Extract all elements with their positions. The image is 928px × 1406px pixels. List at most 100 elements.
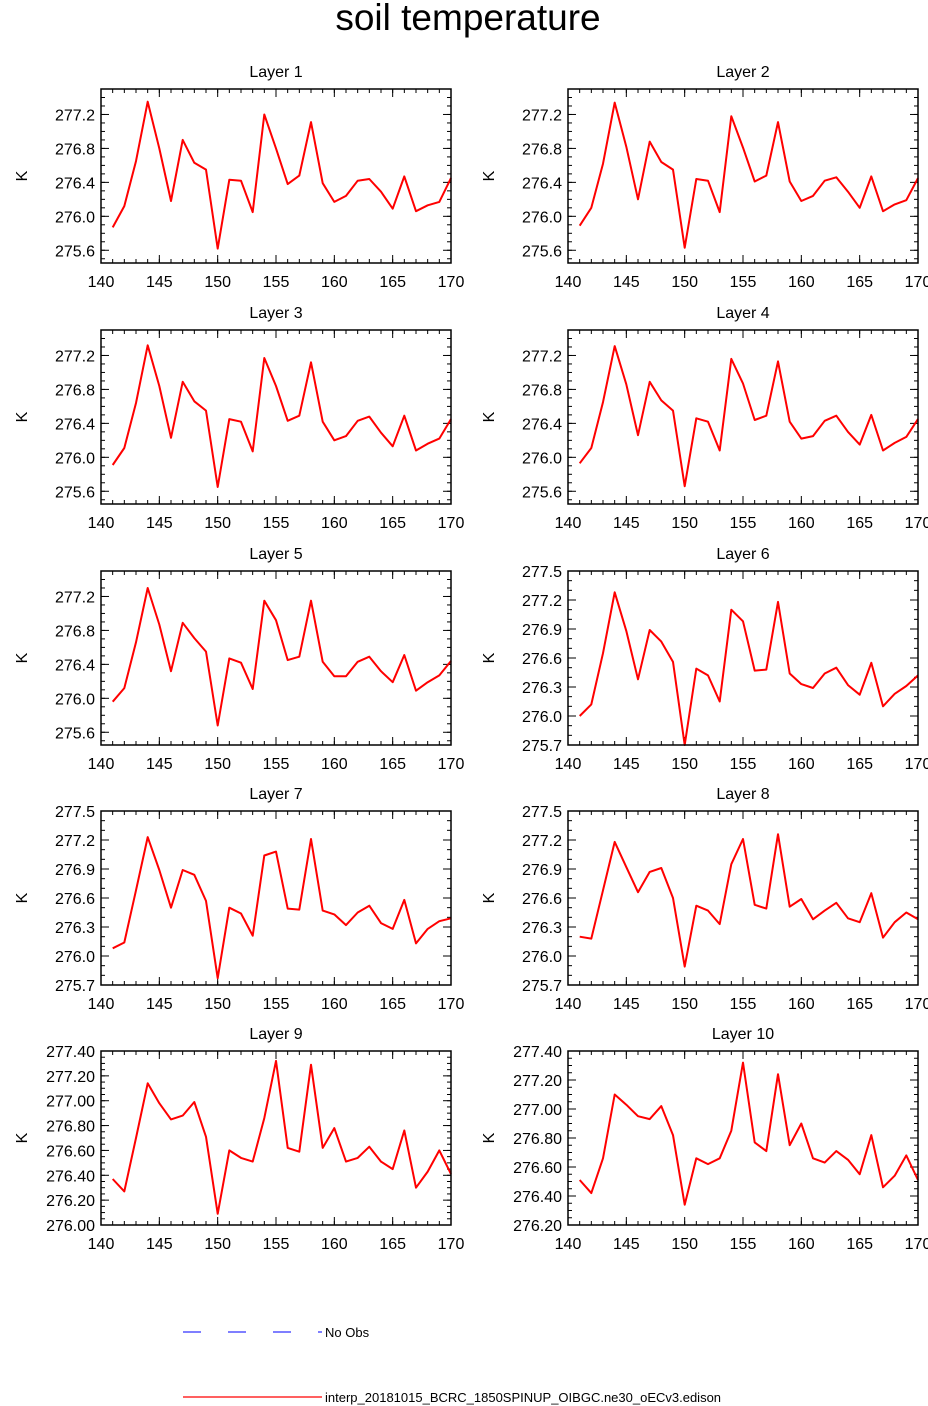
- x-tick-label: 155: [730, 515, 757, 532]
- series-line: [578, 591, 919, 746]
- x-tick-label: 155: [263, 996, 290, 1013]
- y-tick-label: 277.20: [513, 1073, 562, 1090]
- series-line: [578, 101, 919, 249]
- panel-title: Layer 4: [716, 305, 769, 322]
- series-line: [112, 836, 452, 980]
- x-tick-label: 160: [788, 996, 815, 1013]
- y-tick-label: 275.7: [55, 978, 95, 995]
- x-tick-label: 160: [321, 756, 348, 773]
- panel-title: Layer 9: [249, 1026, 302, 1043]
- series-line: [579, 833, 919, 968]
- series-line: [578, 345, 919, 488]
- y-tick-label: 276.6: [522, 651, 562, 668]
- series-line: [578, 1061, 919, 1206]
- x-tick-label: 150: [671, 756, 698, 773]
- panel-title: Layer 2: [716, 64, 769, 81]
- y-tick-label: 276.4: [522, 416, 562, 433]
- y-tick-label: 277.2: [55, 833, 95, 850]
- x-tick-label: 170: [438, 515, 465, 532]
- panel-layer-8: Layer 8 K 275.7 276.0 276.3 276.6 276.9 277.2 27…: [481, 786, 928, 1013]
- y-tick-label: 276.20: [513, 1218, 562, 1235]
- panel-title: Layer 8: [716, 786, 769, 803]
- plot-frame: [100, 88, 452, 264]
- x-tick-label: 140: [555, 996, 582, 1013]
- x-tick-label: 140: [88, 756, 115, 773]
- y-tick-label: 276.9: [522, 622, 562, 639]
- y-axis-label: K: [14, 411, 31, 422]
- x-tick-label: 165: [846, 1236, 873, 1253]
- x-tick-label: 140: [88, 274, 115, 291]
- x-tick-label: 160: [788, 756, 815, 773]
- panels-container: Layer 1 K 275.6 276.0 276.4 276.8 277.2 140 145 1…: [14, 64, 928, 1253]
- x-tick-label: 150: [671, 996, 698, 1013]
- x-tick-label: 160: [788, 274, 815, 291]
- panel-title: Layer 5: [249, 546, 302, 563]
- panel-title: Layer 1: [249, 64, 302, 81]
- y-tick-label: 276.8: [55, 141, 95, 158]
- plot-frame: [567, 1050, 919, 1226]
- x-tick-label: 150: [671, 1236, 698, 1253]
- y-tick-label: 276.40: [513, 1189, 562, 1206]
- y-tick-label: 276.3: [522, 920, 562, 937]
- x-tick-label: 155: [730, 756, 757, 773]
- y-tick-label: 277.2: [522, 348, 562, 365]
- series-line: [111, 587, 452, 727]
- x-tick-label: 155: [730, 274, 757, 291]
- y-axis-label: K: [481, 170, 498, 181]
- x-tick-label: 160: [788, 1236, 815, 1253]
- y-tick-label: 277.40: [46, 1044, 95, 1061]
- y-tick-label: 276.4: [55, 175, 95, 192]
- x-tick-label: 165: [846, 515, 873, 532]
- y-tick-label: 276.0: [522, 209, 562, 226]
- x-tick-label: 150: [204, 1236, 231, 1253]
- legend-label-model: interp_20181015_BCRC_1850SPINUP_OIBGC.ne…: [325, 1390, 721, 1405]
- x-tick-label: 150: [671, 274, 698, 291]
- panel-layer-9: Layer 9 K 276.00 276.20 276.40 276.60 276.80 27…: [14, 1026, 464, 1253]
- y-tick-label: 277.5: [55, 804, 95, 821]
- legend-label-no-obs: No Obs: [325, 1325, 370, 1340]
- plot-frame: [567, 810, 919, 986]
- y-tick-label: 276.8: [522, 141, 562, 158]
- y-tick-label: 275.7: [522, 978, 562, 995]
- y-tick-label: 276.8: [55, 623, 95, 640]
- y-tick-label: 276.8: [522, 382, 562, 399]
- y-axis-label: K: [481, 652, 498, 663]
- panel-layer-4: Layer 4 K 275.6 276.0 276.4 276.8 277.2 140 145 1…: [481, 305, 928, 532]
- x-tick-label: 165: [846, 756, 873, 773]
- x-tick-label: 155: [730, 996, 757, 1013]
- x-tick-label: 165: [846, 996, 873, 1013]
- x-tick-label: 170: [438, 756, 465, 773]
- plot-frame: [100, 810, 452, 986]
- y-tick-label: 276.60: [513, 1160, 562, 1177]
- y-tick-label: 276.0: [55, 450, 95, 467]
- x-tick-label: 170: [438, 1236, 465, 1253]
- series-line: [111, 344, 452, 488]
- y-axis-label: K: [481, 411, 498, 422]
- x-tick-label: 170: [905, 515, 928, 532]
- x-tick-label: 170: [438, 274, 465, 291]
- y-tick-label: 276.6: [55, 891, 95, 908]
- x-tick-label: 170: [905, 1236, 928, 1253]
- y-tick-label: 276.80: [513, 1131, 562, 1148]
- x-tick-label: 145: [146, 996, 173, 1013]
- y-tick-label: 276.9: [522, 862, 562, 879]
- x-tick-label: 140: [88, 996, 115, 1013]
- y-tick-label: 277.2: [522, 107, 562, 124]
- y-tick-label: 276.0: [522, 949, 562, 966]
- panel-title: Layer 10: [712, 1026, 774, 1043]
- y-axis-label: K: [14, 1132, 31, 1143]
- x-tick-label: 160: [321, 1236, 348, 1253]
- y-tick-label: 277.00: [46, 1094, 95, 1111]
- panel-layer-2: Layer 2 K 275.6 276.0 276.4 276.8 277.2 140 145 1…: [481, 64, 928, 291]
- x-tick-label: 170: [438, 996, 465, 1013]
- y-tick-label: 276.4: [55, 416, 95, 433]
- x-tick-label: 165: [379, 756, 406, 773]
- y-axis-label: K: [481, 1132, 498, 1143]
- x-tick-label: 150: [204, 515, 231, 532]
- x-tick-label: 170: [905, 756, 928, 773]
- y-tick-label: 276.0: [55, 691, 95, 708]
- y-tick-label: 276.20: [46, 1193, 95, 1210]
- x-tick-label: 150: [204, 756, 231, 773]
- x-tick-label: 140: [555, 515, 582, 532]
- x-tick-label: 140: [555, 756, 582, 773]
